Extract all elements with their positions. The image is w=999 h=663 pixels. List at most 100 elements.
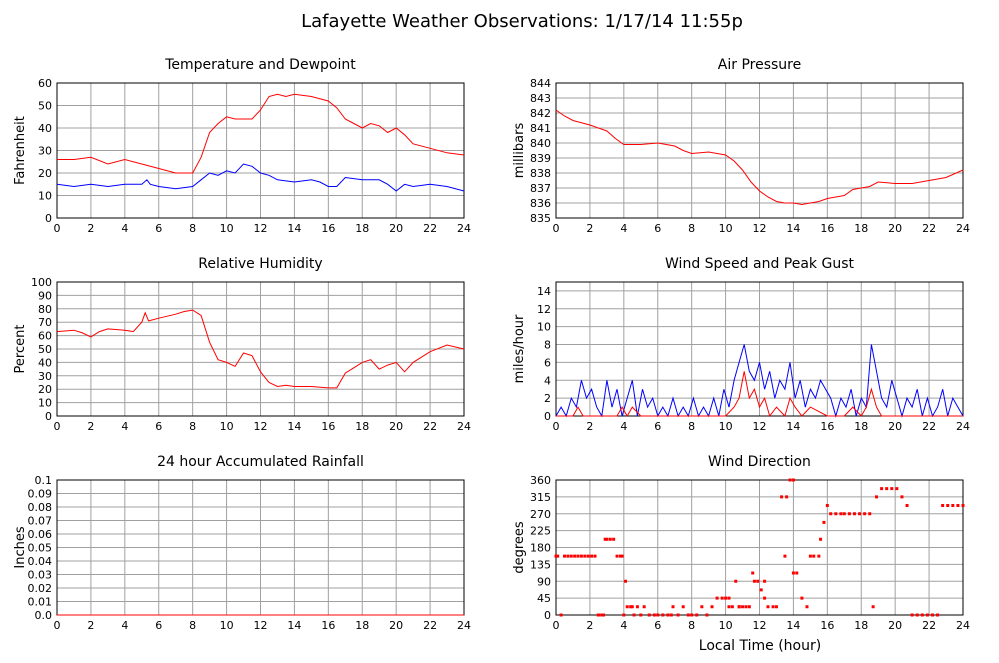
- direction-point: [666, 613, 670, 617]
- x-tick-label: 24: [457, 222, 471, 235]
- x-tick-label: 22: [423, 222, 437, 235]
- y-axis-label: Fahrenheit: [13, 116, 28, 185]
- direction-point: [925, 613, 929, 617]
- x-tick-label: 12: [753, 420, 767, 433]
- x-tick-label: 24: [956, 222, 970, 235]
- x-tick-label: 2: [87, 619, 94, 632]
- y-tick-label: 30: [38, 370, 52, 383]
- x-tick-label: 10: [719, 222, 733, 235]
- x-tick-label: 16: [820, 222, 834, 235]
- direction-point: [695, 613, 699, 617]
- direction-point: [800, 596, 804, 600]
- direction-point: [880, 487, 884, 491]
- direction-point: [812, 554, 816, 558]
- direction-point: [724, 596, 728, 600]
- direction-point: [579, 554, 583, 558]
- x-tick-label: 16: [321, 222, 335, 235]
- direction-point: [720, 596, 724, 600]
- x-tick-label: 8: [189, 619, 196, 632]
- y-tick-label: 838: [530, 167, 551, 180]
- y-axis-label: millibars: [512, 123, 527, 179]
- x-tick-label: 8: [189, 222, 196, 235]
- direction-point: [747, 605, 751, 609]
- direction-point: [730, 605, 734, 609]
- x-tick-label: 2: [87, 420, 94, 433]
- direction-point: [890, 487, 894, 491]
- direction-point: [620, 554, 624, 558]
- direction-point: [791, 478, 795, 482]
- x-tick-label: 14: [287, 619, 301, 632]
- y-tick-label: 0: [45, 212, 52, 225]
- x-tick-label: 24: [956, 420, 970, 433]
- x-tick-label: 22: [423, 619, 437, 632]
- direction-point: [700, 605, 704, 609]
- y-tick-label: 30: [38, 145, 52, 158]
- direction-point: [556, 554, 560, 558]
- direction-point: [586, 554, 590, 558]
- direction-point: [705, 613, 709, 617]
- direction-point: [632, 613, 636, 617]
- y-tick-label: 839: [530, 152, 551, 165]
- chart-title: Relative Humidity: [198, 256, 322, 272]
- y-tick-label: 0.08: [28, 501, 53, 514]
- plot-frame: [56, 82, 465, 219]
- direction-point: [752, 579, 756, 583]
- direction-point: [583, 554, 587, 558]
- x-tick-label: 2: [586, 619, 593, 632]
- direction-point: [875, 495, 879, 499]
- direction-point: [817, 554, 821, 558]
- y-tick-label: 12: [537, 303, 551, 316]
- direction-point: [615, 554, 619, 558]
- direction-point: [795, 571, 799, 575]
- direction-point: [647, 613, 651, 617]
- direction-point: [624, 579, 628, 583]
- x-tick-label: 8: [189, 420, 196, 433]
- direction-point: [656, 613, 660, 617]
- y-tick-label: 0.07: [28, 515, 53, 528]
- y-tick-label: 60: [38, 77, 52, 90]
- x-tick-label: 0: [553, 420, 560, 433]
- series-line-1: [56, 163, 465, 192]
- x-tick-label: 6: [654, 420, 661, 433]
- direction-point: [710, 605, 714, 609]
- direction-point: [715, 596, 719, 600]
- x-tick-label: 12: [753, 619, 767, 632]
- series-line-0: [555, 109, 964, 206]
- y-tick-label: 180: [530, 542, 551, 555]
- x-tick-label: 22: [922, 420, 936, 433]
- direction-point: [910, 613, 914, 617]
- direction-point: [819, 537, 823, 541]
- page-title: Lafayette Weather Observations: 1/17/14 …: [301, 11, 743, 32]
- x-tick-label: 20: [888, 619, 902, 632]
- y-tick-label: 6: [544, 356, 551, 369]
- x-tick-label: 0: [54, 222, 61, 235]
- chart-title: 24 hour Accumulated Rainfall: [157, 454, 364, 470]
- x-tick-label: 6: [654, 222, 661, 235]
- y-tick-label: 835: [530, 212, 551, 225]
- y-tick-label: 0.06: [28, 528, 53, 541]
- direction-point: [727, 605, 731, 609]
- y-axis-label: Inches: [13, 526, 28, 568]
- x-tick-label: 20: [389, 420, 403, 433]
- x-tick-label: 0: [54, 420, 61, 433]
- direction-point: [669, 613, 673, 617]
- x-tick-label: 4: [620, 222, 627, 235]
- direction-point: [763, 596, 767, 600]
- direction-point: [751, 571, 755, 575]
- y-tick-label: 0.05: [28, 542, 53, 555]
- x-tick-label: 24: [457, 420, 471, 433]
- direction-point: [603, 537, 607, 541]
- y-axis-label: degrees: [512, 521, 527, 574]
- y-axis-label: miles/hour: [512, 314, 527, 383]
- y-tick-label: 40: [38, 356, 52, 369]
- x-tick-label: 4: [620, 420, 627, 433]
- x-tick-label: 22: [423, 420, 437, 433]
- direction-point: [839, 512, 843, 516]
- x-tick-label: 18: [854, 420, 868, 433]
- direction-point: [600, 613, 604, 617]
- direction-point: [569, 554, 573, 558]
